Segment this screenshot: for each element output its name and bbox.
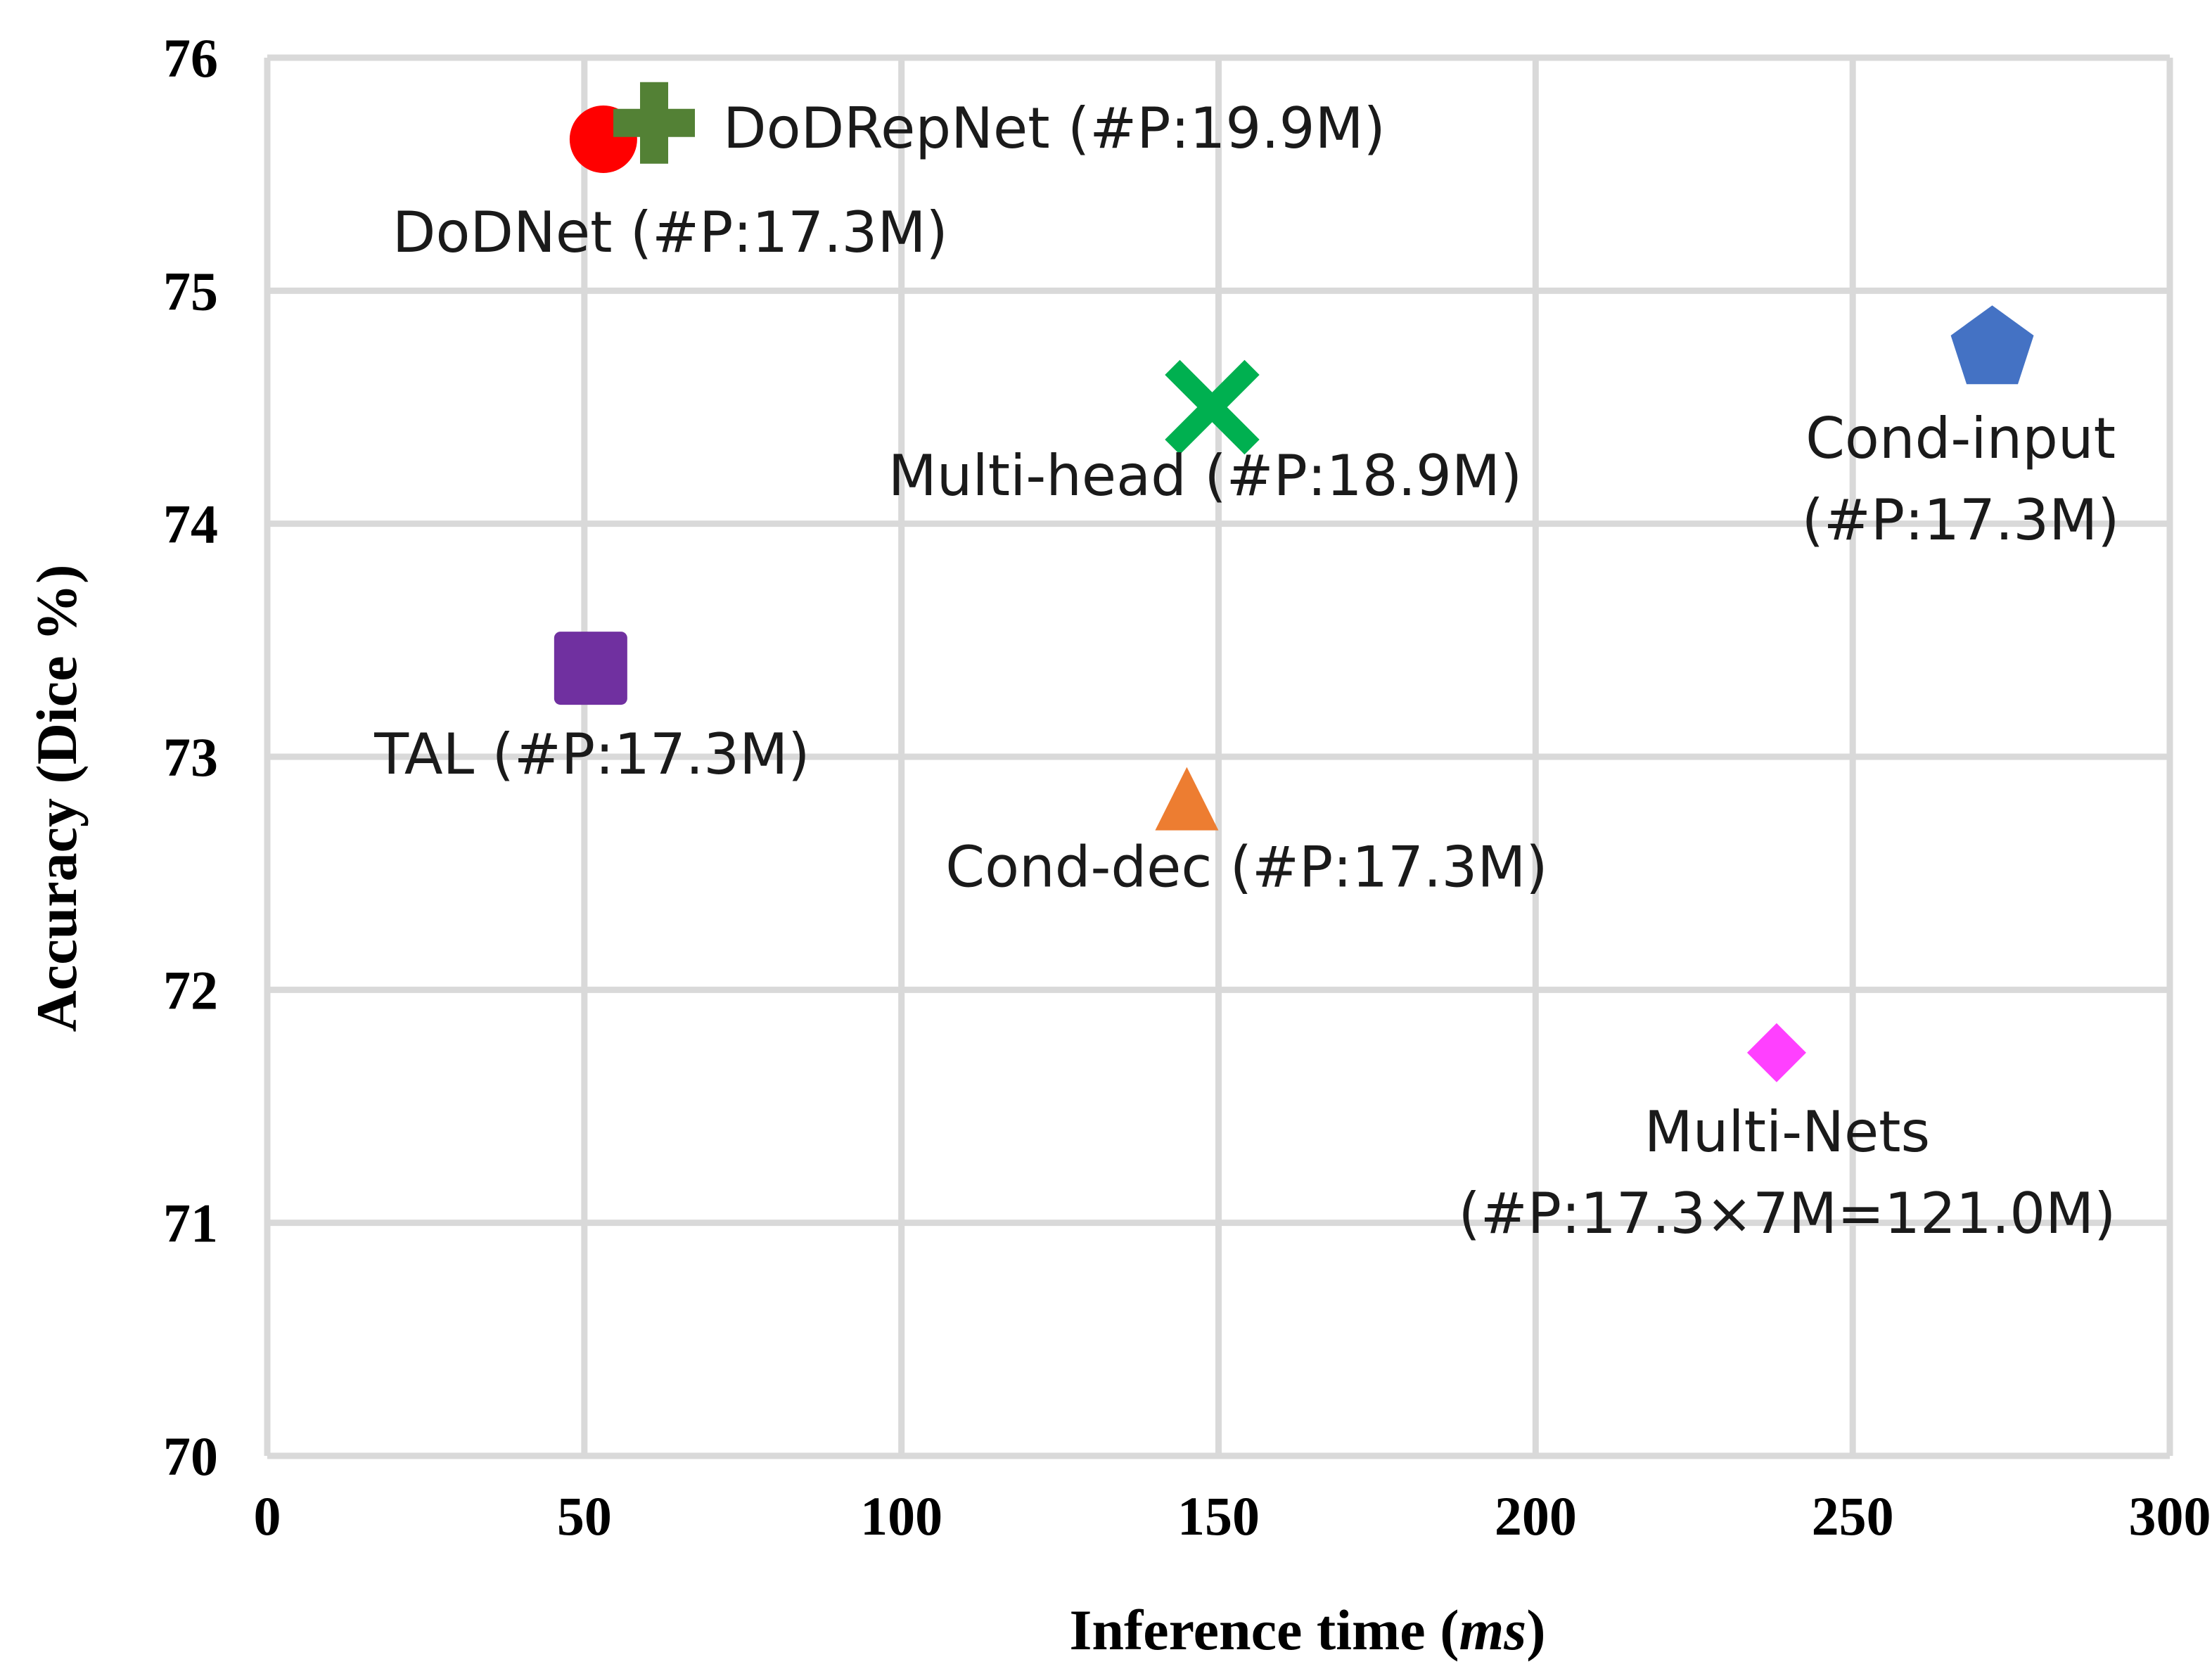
y-tick-label: 72 xyxy=(163,959,218,1021)
y-tick-label: 73 xyxy=(163,727,218,788)
point-square-marker xyxy=(554,632,627,705)
x-tick-label: 0 xyxy=(254,1485,281,1547)
x-axis-title: Inference time (ms) xyxy=(1069,1598,1545,1662)
point-label: TAL (#P:17.3M) xyxy=(373,722,810,787)
x-tick-label: 150 xyxy=(1177,1485,1260,1547)
y-tick-label: 76 xyxy=(163,27,218,89)
data-points xyxy=(554,82,2034,1082)
y-tick-label: 75 xyxy=(163,260,218,321)
point-label: Multi-head (#P:18.9M) xyxy=(888,443,1522,508)
y-axis-title: Accuracy (Dice %) xyxy=(25,565,89,1032)
point-label: Cond-dec (#P:17.3M) xyxy=(945,835,1547,900)
x-tick-label: 50 xyxy=(557,1485,612,1547)
y-tick-label: 74 xyxy=(163,494,218,555)
point-label: (#P:17.3×7M=121.0M) xyxy=(1459,1181,2116,1246)
grid xyxy=(264,54,2173,1459)
point-diamond-marker xyxy=(1746,1023,1806,1082)
x-tick-label: 200 xyxy=(1495,1485,1577,1547)
point-label: DoDRepNet (#P:19.9M) xyxy=(723,96,1386,161)
point-label: Cond-input xyxy=(1805,406,2116,471)
x-tick-label: 250 xyxy=(1812,1485,1894,1547)
x-tick-label: 100 xyxy=(860,1485,942,1547)
point-plus-marker xyxy=(613,82,696,164)
x-tick-label: 300 xyxy=(2129,1485,2211,1547)
point-pentagon-marker xyxy=(1950,305,2034,385)
point-label: (#P:17.3M) xyxy=(1802,487,2120,553)
y-tick-label: 71 xyxy=(163,1193,218,1254)
point-triangle-marker xyxy=(1155,767,1219,831)
point-x-marker xyxy=(1165,359,1260,455)
point-label: DoDNet (#P:17.3M) xyxy=(392,200,948,265)
point-label: Multi-Nets xyxy=(1644,1099,1931,1165)
tick-labels: 0 50 100 150 200 250 300 70 71 72 73 74 75 76 xyxy=(163,27,2211,1547)
y-tick-label: 70 xyxy=(163,1426,218,1487)
point-labels: DoDNet (#P:17.3M) DoDRepNet (#P:19.9M) Mul… xyxy=(373,96,2119,1246)
